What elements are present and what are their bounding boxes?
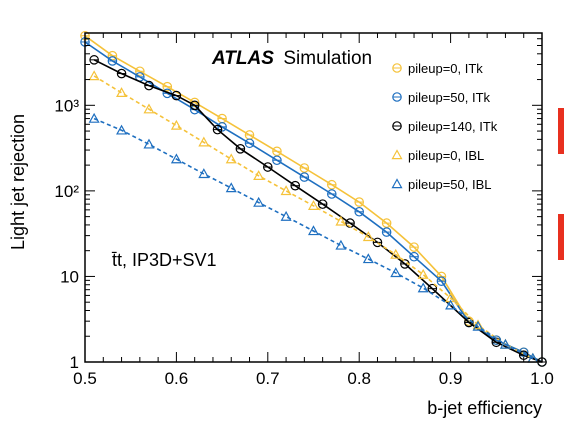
plot-frame xyxy=(84,32,543,363)
data-point xyxy=(170,119,182,130)
legend-entry: pileup=140, ITk xyxy=(392,119,498,134)
data-point xyxy=(335,239,347,250)
data-point xyxy=(225,182,237,193)
legend-label: pileup=50, ITk xyxy=(408,90,491,105)
edge-mark xyxy=(558,108,564,154)
legend-entry: pileup=50, IBL xyxy=(391,177,491,192)
data-point xyxy=(143,138,155,149)
data-point xyxy=(307,225,320,236)
data-point xyxy=(88,70,100,81)
x-tick-label: 0.6 xyxy=(165,369,189,388)
data-point xyxy=(280,210,292,221)
atlas-label: ATLAS Simulation xyxy=(211,48,372,69)
data-point xyxy=(417,268,429,279)
legend: pileup=0, ITk pileup=50, ITk pileup=140, I… xyxy=(391,61,498,192)
series-pileup-0-ibl xyxy=(88,70,539,363)
data-point xyxy=(253,196,265,207)
data-point xyxy=(390,267,402,278)
y-tick-label: 10 xyxy=(60,267,79,286)
status-label: Simulation xyxy=(283,48,372,69)
legend-entry: pileup=0, IBL xyxy=(391,148,484,163)
data-point xyxy=(362,231,374,242)
series-line xyxy=(93,75,534,360)
data-point xyxy=(445,299,457,310)
process-label: t̄t, IP3D+SV1 xyxy=(111,250,216,270)
x-axis-title: b-jet efficiency xyxy=(427,398,542,418)
data-point xyxy=(390,248,402,259)
x-tick-label: 0.8 xyxy=(347,369,371,388)
series-line xyxy=(93,117,534,360)
legend-label: pileup=0, IBL xyxy=(408,148,484,163)
legend-entry: pileup=0, ITk xyxy=(392,61,483,76)
experiment-label: ATLAS xyxy=(211,48,274,69)
data-point xyxy=(417,282,429,293)
data-point xyxy=(170,153,182,164)
series-pileup-50-ibl xyxy=(88,112,539,363)
data-point xyxy=(88,112,100,123)
legend-label: pileup=140, ITk xyxy=(408,119,498,134)
x-tick-label: 1.0 xyxy=(530,369,554,388)
data-point xyxy=(499,338,511,349)
legend-entry: pileup=50, ITk xyxy=(392,90,491,105)
data-point xyxy=(198,136,210,147)
data-point xyxy=(335,215,347,226)
data-point xyxy=(391,149,403,160)
y-tick-label: 10³ xyxy=(54,96,79,115)
legend-label: pileup=0, ITk xyxy=(408,61,483,76)
y-tick-label: 10² xyxy=(54,182,79,201)
data-point xyxy=(307,200,320,210)
data-point xyxy=(198,168,210,179)
data-point xyxy=(391,178,403,189)
data-point xyxy=(472,320,484,331)
legend-label: pileup=50, IBL xyxy=(408,177,491,192)
x-tick-label: 0.7 xyxy=(256,369,280,388)
series-line xyxy=(93,59,543,363)
x-tick-labels: 0.5 0.6 0.7 0.8 0.9 1.0 xyxy=(73,369,554,388)
x-tick-label: 0.9 xyxy=(439,369,463,388)
data-point xyxy=(253,170,265,181)
data-point xyxy=(362,253,374,264)
data-point xyxy=(280,185,292,196)
series-pileup-140-itk xyxy=(89,55,547,367)
y-axis-title: Light jet rejection xyxy=(8,114,28,250)
data-point xyxy=(116,124,128,135)
axis-ticks xyxy=(84,32,543,363)
edge-mark xyxy=(558,214,564,260)
data-point xyxy=(116,87,128,98)
data-point xyxy=(225,153,237,164)
x-tick-label: 0.5 xyxy=(73,369,97,388)
series-line xyxy=(84,35,543,363)
data-point xyxy=(143,103,155,114)
y-tick-labels: 1 10 10² 10³ xyxy=(54,96,79,372)
y-tick-label: 1 xyxy=(70,353,79,372)
series-layer xyxy=(80,30,547,367)
